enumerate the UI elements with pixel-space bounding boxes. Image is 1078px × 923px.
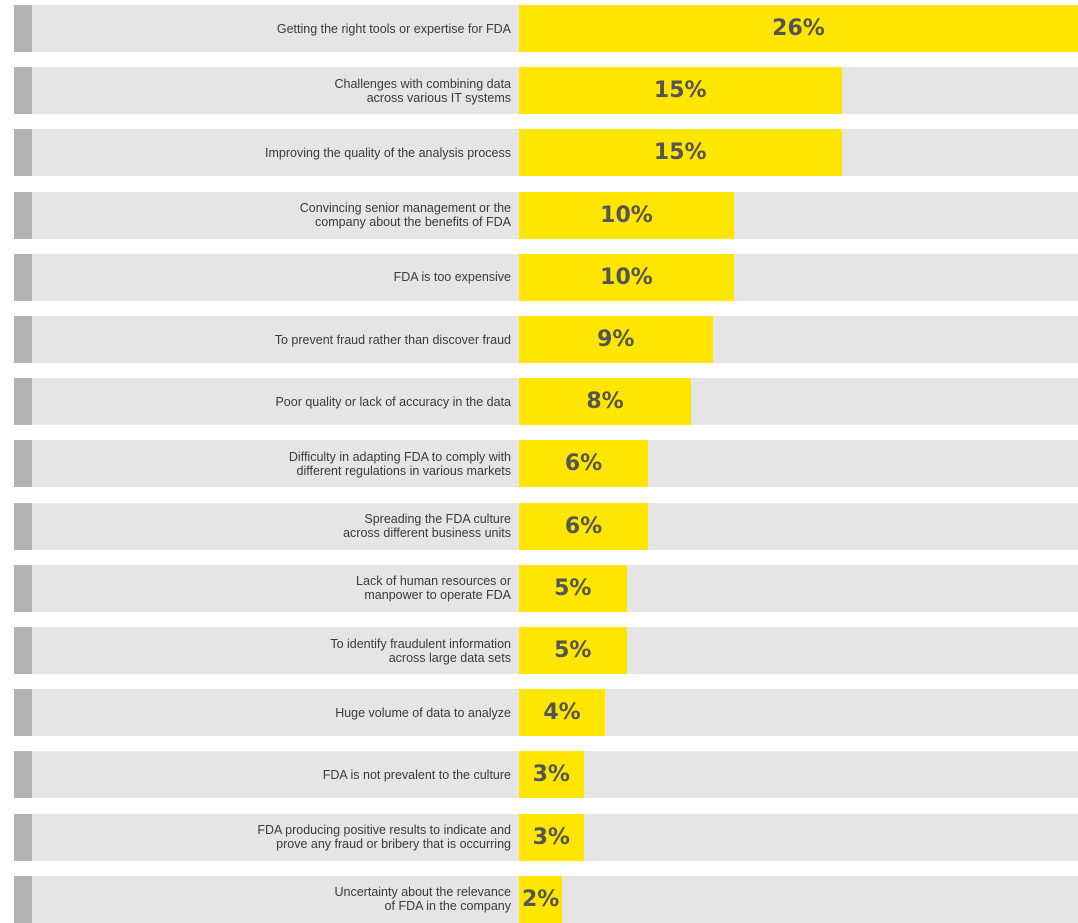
bar-row: FDA is too expensive 10% xyxy=(14,253,1078,301)
bar-row: FDA is not prevalent to the culture 3% xyxy=(14,751,1078,799)
category-label: Poor quality or lack of accuracy in the … xyxy=(275,394,511,409)
bar xyxy=(519,627,627,674)
row-marker xyxy=(14,5,32,52)
bar-row: FDA producing positive results to indica… xyxy=(14,813,1078,861)
bar-row: To identify fraudulent information acros… xyxy=(14,627,1078,674)
category-label: Convincing senior management or the comp… xyxy=(299,201,511,230)
bar xyxy=(519,378,691,426)
value-label: 6% xyxy=(564,513,603,539)
value-label: 2% xyxy=(522,886,560,912)
bar-row: To prevent fraud rather than discover fr… xyxy=(14,316,1078,363)
category-label: Difficulty in adapting FDA to comply wit… xyxy=(288,449,511,478)
row-marker xyxy=(14,316,32,363)
bar xyxy=(519,440,648,488)
bar xyxy=(519,502,648,550)
category-label: FDA is too expensive xyxy=(393,270,511,285)
category-label: Challenges with combining data across va… xyxy=(334,76,512,105)
category-label: Lack of human resources or manpower to o… xyxy=(356,574,511,603)
value-label: 10% xyxy=(600,264,653,290)
row-marker xyxy=(14,502,32,550)
row-marker xyxy=(14,378,32,426)
category-label: Uncertainty about the relevance of FDA i… xyxy=(334,885,512,914)
bar-row: Getting the right tools or expertise for… xyxy=(14,5,1078,52)
row-marker xyxy=(14,627,32,674)
value-label: 26% xyxy=(772,16,825,41)
category-label: FDA is not prevalent to the culture xyxy=(322,767,511,782)
category-label: Huge volume of data to analyze xyxy=(335,705,511,720)
value-label: 3% xyxy=(532,824,570,850)
bar-row: Uncertainty about the relevance of FDA i… xyxy=(14,875,1078,923)
bar-row: Spreading the FDA culture across differe… xyxy=(14,502,1078,550)
bar xyxy=(519,689,605,737)
bar xyxy=(519,191,734,239)
bar-row: Poor quality or lack of accuracy in the … xyxy=(14,378,1078,426)
value-label: 15% xyxy=(653,140,707,166)
value-label: 15% xyxy=(653,78,707,104)
row-marker xyxy=(14,751,32,799)
bar xyxy=(519,253,734,301)
row-marker xyxy=(14,191,32,239)
row-marker xyxy=(14,875,32,923)
category-label: Spreading the FDA culture across differe… xyxy=(343,512,511,541)
bar xyxy=(519,875,562,923)
bar xyxy=(519,813,584,861)
value-label: 5% xyxy=(554,575,592,601)
value-label: 4% xyxy=(543,700,581,726)
bar xyxy=(519,5,1078,52)
bar-row: Lack of human resources or manpower to o… xyxy=(14,564,1078,612)
bar xyxy=(519,751,584,799)
row-marker xyxy=(14,813,32,861)
value-label: 9% xyxy=(597,327,635,352)
bar-row: Improving the quality of the analysis pr… xyxy=(14,129,1078,177)
category-label: Getting the right tools or expertise for… xyxy=(276,21,511,36)
bar xyxy=(519,67,842,115)
category-label: FDA producing positive results to indica… xyxy=(257,823,511,852)
category-label: To identify fraudulent information acros… xyxy=(330,636,511,665)
bar-row: Challenges with combining data across va… xyxy=(14,67,1078,115)
value-label: 8% xyxy=(586,389,624,415)
bar xyxy=(519,129,842,177)
value-label: 5% xyxy=(554,638,592,663)
category-label: To prevent fraud rather than discover fr… xyxy=(274,332,511,347)
row-marker xyxy=(14,67,32,115)
value-label: 10% xyxy=(600,202,653,228)
category-label: Improving the quality of the analysis pr… xyxy=(265,145,511,160)
row-marker xyxy=(14,129,32,177)
row-marker xyxy=(14,440,32,488)
row-marker xyxy=(14,689,32,737)
bar-row: Convincing senior management or the comp… xyxy=(14,191,1078,239)
bar xyxy=(519,564,627,612)
bar-row: Huge volume of data to analyze 4% xyxy=(14,689,1078,737)
row-marker xyxy=(14,253,32,301)
bar-row: Difficulty in adapting FDA to comply wit… xyxy=(14,440,1078,488)
value-label: 6% xyxy=(564,451,603,477)
value-label: 3% xyxy=(532,762,570,788)
row-marker xyxy=(14,564,32,612)
bar xyxy=(519,316,713,363)
